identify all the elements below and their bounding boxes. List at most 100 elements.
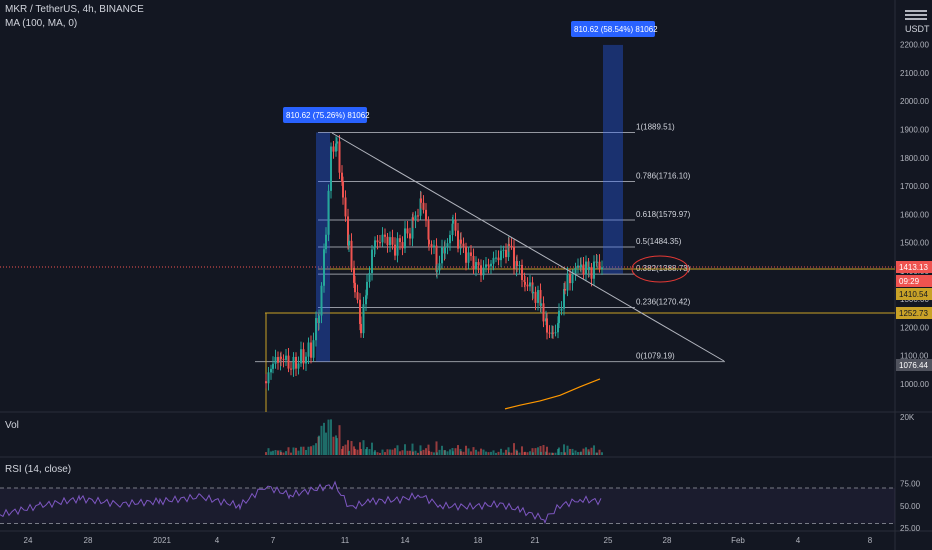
volume-bar: [529, 451, 531, 455]
volume-legend[interactable]: Vol: [5, 420, 19, 431]
volume-bar: [505, 449, 507, 455]
volume-bar: [452, 451, 454, 455]
candle-body: [396, 238, 399, 256]
candle-body: [360, 323, 362, 334]
candle-body: [386, 236, 389, 246]
candle-body: [564, 289, 566, 291]
candle-body: [327, 190, 330, 235]
candle-body: [552, 332, 554, 334]
candle-body: [513, 246, 515, 269]
candle-body: [500, 250, 502, 261]
volume-bar: [495, 452, 497, 455]
candle-body: [412, 217, 414, 221]
volume-bar: [323, 422, 325, 455]
ma-line: [504, 378, 601, 410]
y-tick-label: 1600.00: [900, 210, 929, 219]
candle-body: [320, 285, 323, 316]
candle-body: [563, 289, 565, 309]
volume-bar: [480, 448, 482, 455]
y-tick-label: 1700.00: [900, 182, 929, 191]
x-tick-label: 11: [341, 536, 350, 545]
candle-body: [359, 299, 361, 324]
candle-body: [593, 261, 595, 279]
x-tick-label: 24: [24, 536, 33, 545]
volume-bar: [492, 450, 495, 455]
rsi-tick-label: 25.00: [900, 524, 921, 533]
candle-body: [441, 247, 443, 264]
volume-bar: [420, 451, 422, 455]
measure-boxes: 810.62 (75.26%) 81062 810.62 (58.54%) 810…: [283, 21, 658, 362]
candle-body: [362, 304, 365, 334]
rsi-tick-label: 75.00: [900, 480, 921, 489]
volume-bar: [560, 452, 563, 455]
candle-body: [302, 349, 305, 364]
volume-bar: [500, 448, 502, 455]
candle-body: [537, 290, 539, 303]
volume-bar: [265, 452, 267, 455]
volume-bar: [485, 451, 487, 455]
candle-body: [462, 243, 465, 247]
candle-body: [354, 282, 356, 293]
candle-body: [505, 249, 507, 258]
candle-body: [490, 263, 492, 267]
candle-body: [516, 261, 518, 266]
volume-bar: [477, 451, 480, 455]
measure-box: [316, 132, 330, 362]
volume-bar: [391, 449, 394, 455]
volume-bar: [399, 451, 401, 455]
volume-bar: [330, 419, 332, 455]
menu-icon[interactable]: [905, 8, 927, 20]
candle-body: [425, 209, 427, 221]
volume-bar: [270, 451, 272, 455]
price-tag-label: 1413.13: [899, 263, 928, 272]
ma-legend[interactable]: MA (100, MA, 0): [5, 18, 78, 29]
rsi-line: [0, 480, 602, 525]
volume-bar: [462, 451, 465, 455]
volume-bar: [371, 442, 373, 455]
volume-bar: [518, 452, 521, 455]
volume-bar: [449, 449, 451, 455]
candle-body: [582, 264, 585, 275]
volume-bar: [342, 446, 344, 455]
fib-label: 0.786(1716.10): [636, 171, 691, 180]
volume-bar: [441, 445, 443, 455]
candle-body: [409, 233, 411, 239]
volume-bar: [546, 446, 548, 455]
candle-body: [542, 303, 545, 322]
candle-body: [366, 281, 368, 296]
volume-bar: [548, 452, 551, 455]
volume-bar: [454, 448, 457, 455]
y-tick-label: 1000.00: [900, 380, 929, 389]
volume-bar: [274, 450, 277, 455]
candle-body: [438, 263, 441, 271]
volume-bar: [362, 440, 365, 455]
candle-body: [270, 368, 272, 373]
volume-bar: [312, 445, 315, 455]
candle-body: [368, 272, 371, 282]
volume-bar: [566, 445, 569, 455]
axes: 1000.001100.001200.001300.001400.001500.…: [24, 41, 930, 545]
volume-bar: [438, 449, 441, 455]
volume-bar: [350, 441, 353, 455]
candle-body: [534, 291, 537, 303]
candle-body: [312, 340, 315, 358]
price-tag-label: 1252.73: [899, 309, 928, 318]
volume-bar: [554, 452, 557, 455]
volume-bar: [406, 450, 409, 455]
volume-bar: [427, 444, 430, 455]
candle-body: [297, 363, 300, 369]
volume-bar: [318, 435, 320, 455]
candle-body: [454, 219, 457, 231]
rsi-legend[interactable]: RSI (14, close): [5, 464, 72, 475]
candle-body: [590, 266, 593, 279]
volume-bar: [513, 443, 515, 455]
volume-bar: [280, 452, 282, 455]
x-tick-label: 8: [868, 536, 873, 545]
candle-body: [546, 318, 548, 333]
candle-body: [420, 198, 422, 203]
volume-bar: [414, 450, 417, 455]
candle-body: [521, 264, 523, 280]
candle-body: [318, 315, 320, 324]
